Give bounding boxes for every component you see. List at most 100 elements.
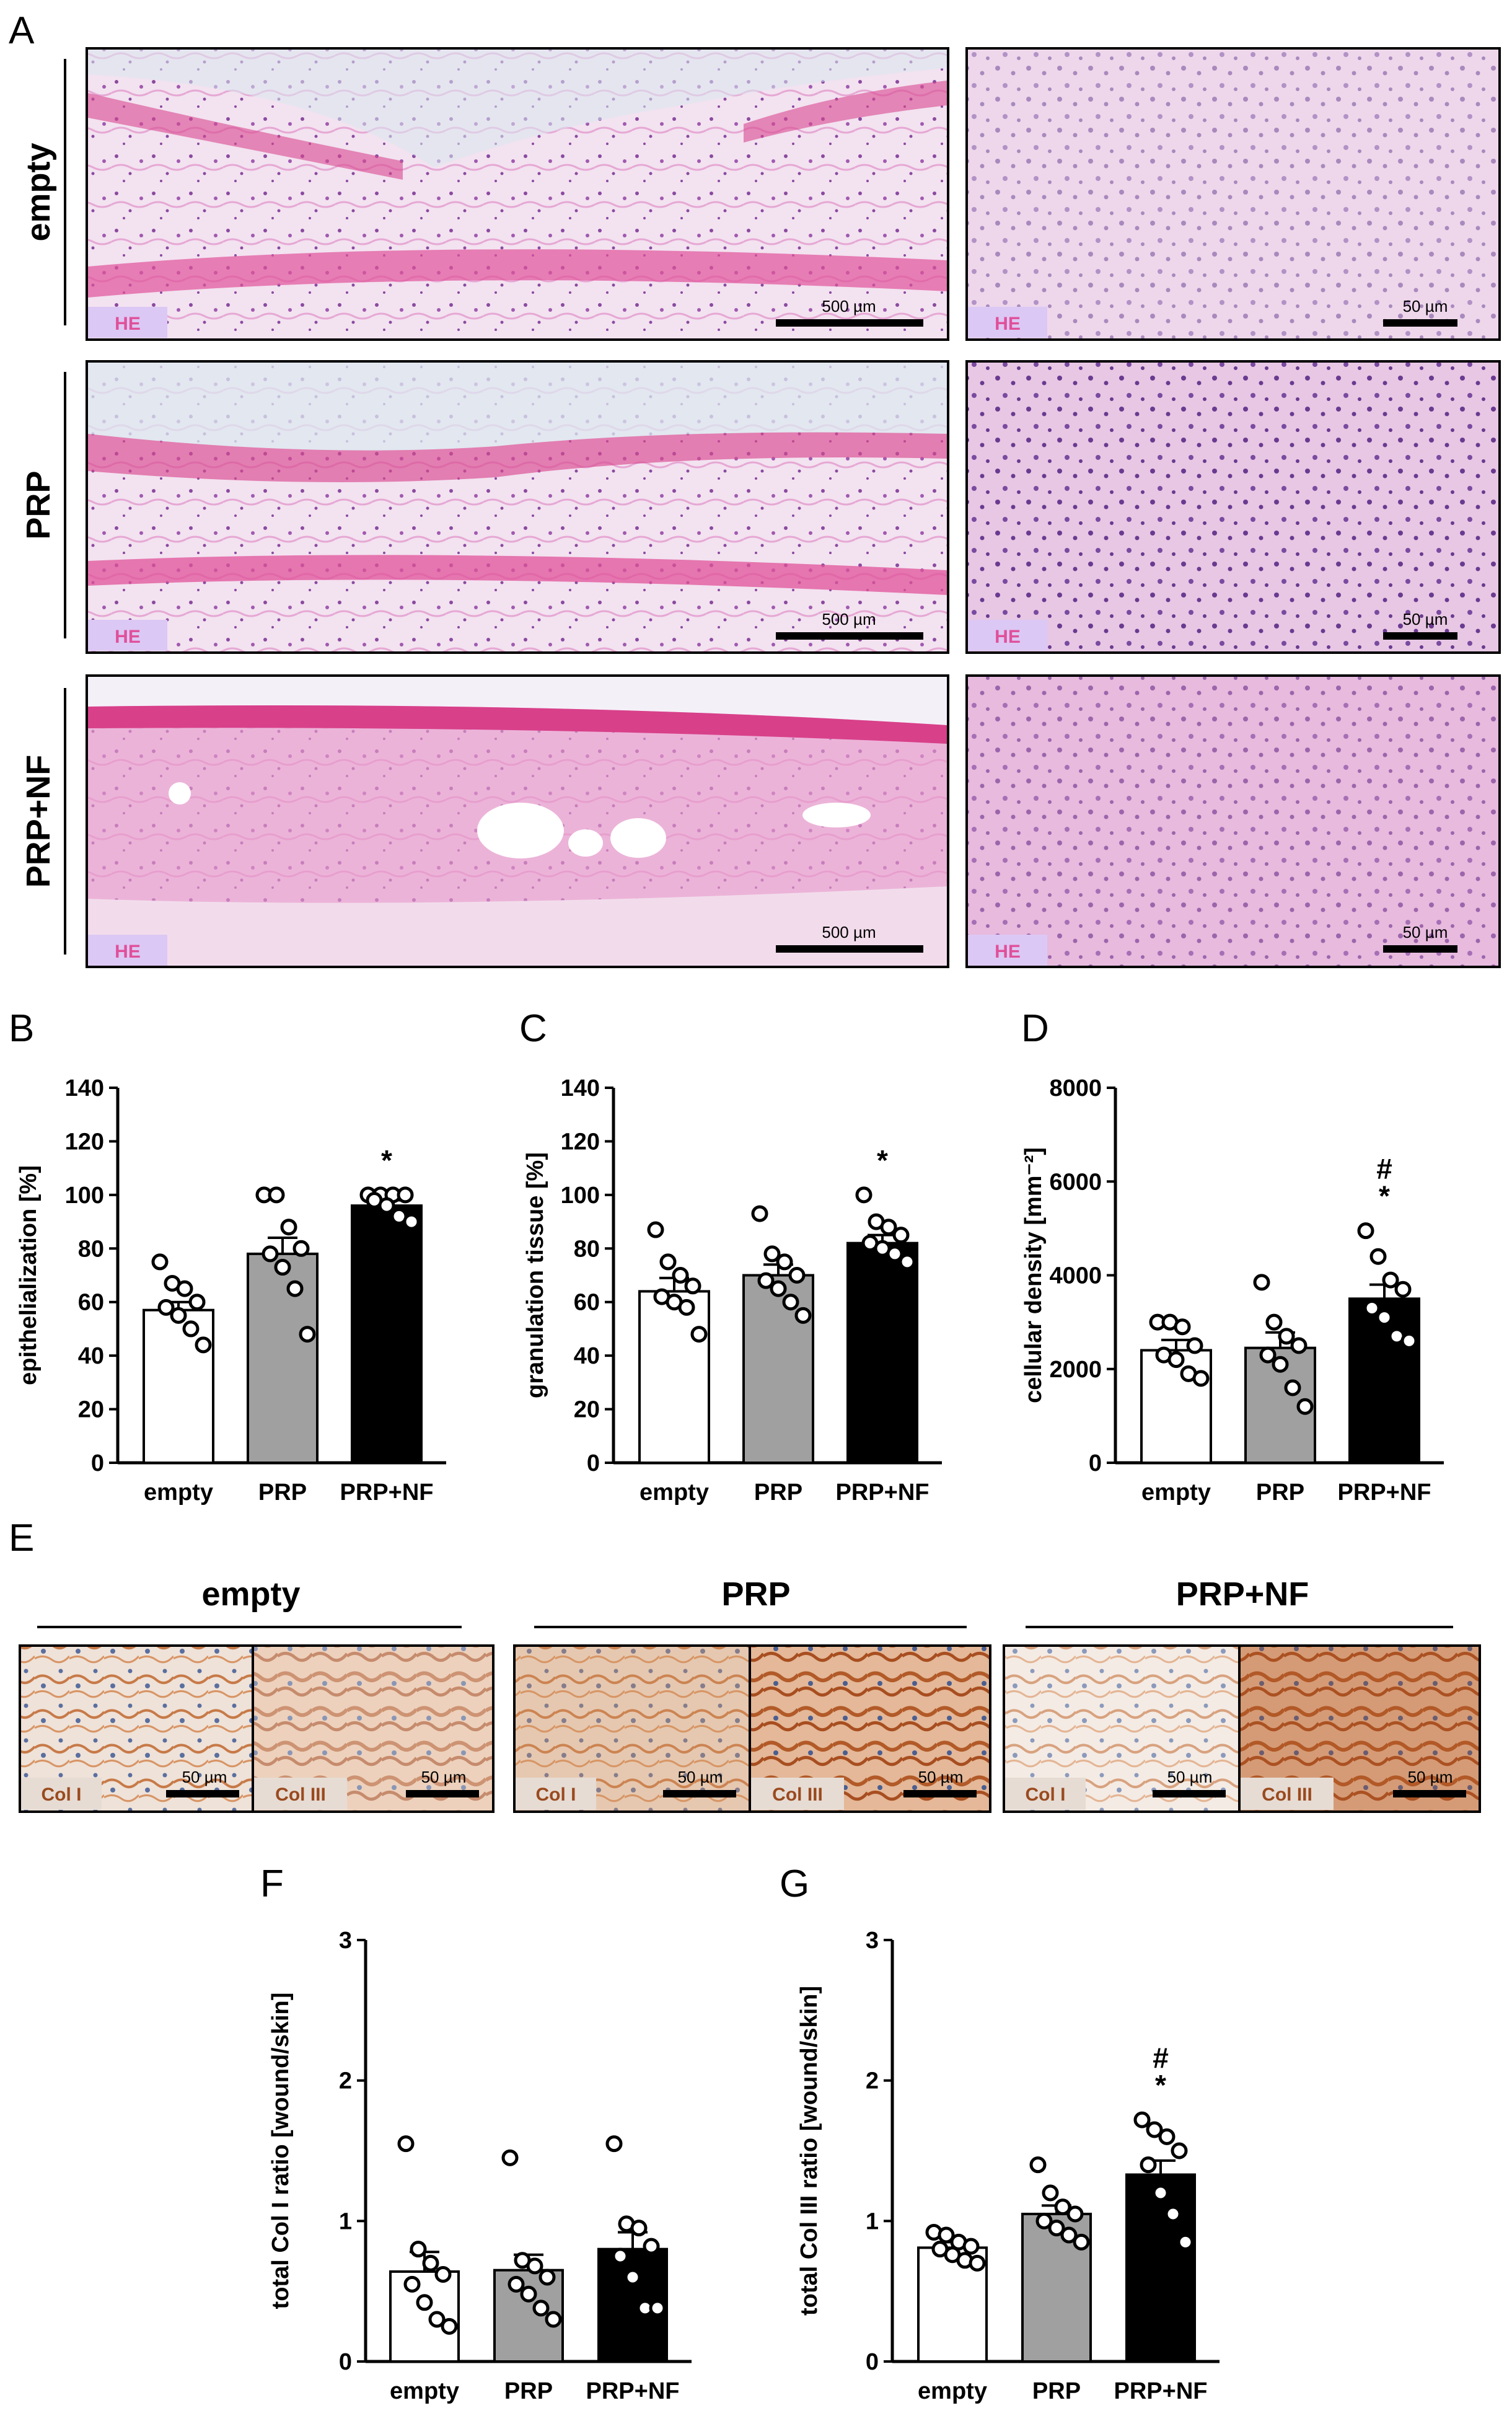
data-point [274, 1259, 291, 1276]
y-tick-label: 20 [78, 1397, 104, 1423]
data-point [1382, 1271, 1399, 1289]
data-point [1369, 1248, 1387, 1265]
group-label-empty: empty [201, 1576, 300, 1613]
data-point [649, 2300, 666, 2317]
x-tick-label: PRP [1256, 1480, 1304, 1506]
stain-label-col-iii: Col III [772, 1784, 823, 1805]
x-tick-label: PRP+NF [586, 2378, 680, 2404]
data-point [428, 2311, 446, 2328]
y-tick-label: 0 [1089, 1450, 1102, 1476]
stain-label-col-i: Col I [536, 1784, 576, 1805]
data-point [1029, 2156, 1047, 2174]
y-tick-label: 140 [65, 1075, 104, 1101]
data-point [1186, 1337, 1203, 1354]
data-point [292, 1240, 310, 1257]
data-point [508, 2275, 525, 2293]
stain-label-he: HE [115, 627, 141, 647]
scale-bar-label: 50 µm [918, 1768, 964, 1786]
stain-label-he: HE [115, 314, 141, 334]
y-tick-label: 40 [78, 1343, 104, 1369]
data-point [538, 2269, 556, 2286]
data-point [1146, 2121, 1163, 2138]
data-point [647, 1221, 664, 1238]
data-point [441, 2317, 458, 2335]
y-tick-label: 80 [78, 1236, 104, 1262]
y-tick-label: 120 [65, 1129, 104, 1155]
data-point [1284, 1379, 1301, 1396]
data-point [1400, 1332, 1418, 1349]
data-point [532, 2300, 550, 2317]
y-tick-label: 20 [574, 1397, 600, 1423]
stain-label-he: HE [995, 627, 1021, 647]
x-tick-label: empty [918, 2378, 987, 2404]
data-point [188, 1294, 206, 1311]
scale-bar [776, 319, 923, 327]
he-detail-prp: HE 50 µm [965, 360, 1501, 654]
scale-bar [1383, 632, 1457, 640]
scale-bar [1383, 945, 1457, 953]
data-point [280, 1219, 297, 1236]
scale-bar-label: 50 µm [1408, 1768, 1453, 1786]
data-point [1152, 2184, 1169, 2202]
data-point [501, 2149, 519, 2166]
data-point [763, 1245, 781, 1263]
data-point [1174, 1318, 1191, 1336]
data-point [416, 2294, 433, 2311]
y-tick-label: 3 [339, 1928, 352, 1954]
x-tick-label: PRP+NF [1114, 2378, 1208, 2404]
panel-letter: D [1021, 1007, 1049, 1050]
data-point [286, 1280, 304, 1297]
y-tick-label: 8000 [1049, 1075, 1102, 1101]
he-detail-prp-nf: HE 50 µm [965, 674, 1501, 968]
bar-empty [389, 2270, 460, 2363]
y-tick-label: 120 [561, 1129, 600, 1155]
bar-prp [742, 1274, 814, 1464]
y-axis-label: cellular density [mm⁻²] [1021, 1147, 1047, 1403]
data-point [757, 1272, 775, 1289]
data-point [605, 2135, 623, 2153]
y-axis-label: granulation tissue [%] [522, 1152, 548, 1398]
group-label-prp: PRP [721, 1576, 790, 1613]
scale-bar [663, 1790, 736, 1797]
data-point [1042, 2184, 1059, 2202]
y-tick-label: 40 [574, 1343, 600, 1369]
data-point [1164, 2205, 1182, 2223]
x-tick-label: PRP+NF [1338, 1480, 1431, 1506]
bar-prp-nf [1125, 2173, 1196, 2363]
data-point [612, 2247, 629, 2265]
data-point [1171, 2142, 1188, 2159]
data-point [378, 1197, 395, 1214]
scale-bar [903, 1790, 977, 1797]
x-tick-label: PRP [258, 1480, 307, 1506]
data-point [170, 1307, 187, 1324]
y-tick-label: 1 [339, 2208, 352, 2234]
x-tick-label: empty [640, 1480, 709, 1506]
data-point [643, 2238, 660, 2255]
x-tick-label: empty [144, 1480, 213, 1506]
x-tick-label: PRP+NF [340, 1480, 434, 1506]
y-tick-label: 4000 [1049, 1263, 1102, 1289]
he-detail-empty: HE 50 µm [965, 47, 1501, 341]
data-point [855, 1186, 872, 1204]
data-point [1363, 1299, 1381, 1316]
he-overview-prp-nf: HE 500 µm [86, 674, 949, 968]
y-tick-label: 100 [561, 1183, 600, 1209]
scale-bar-label: 500 µm [822, 610, 876, 628]
scale-bar [166, 1790, 239, 1797]
data-point [1376, 1309, 1393, 1326]
y-axis-label: total Col I ratio [wound/skin] [268, 1993, 294, 2309]
x-tick-label: PRP [1032, 2378, 1081, 2404]
data-point [268, 1186, 285, 1204]
significance-marker: * [381, 1144, 392, 1176]
data-point [545, 2311, 562, 2328]
data-point [403, 1213, 420, 1230]
data-point [1192, 1370, 1210, 1387]
data-point [1265, 1313, 1283, 1331]
row-label-empty: empty [20, 143, 57, 241]
bar-prp-nf [1348, 1297, 1420, 1464]
data-point [624, 2269, 641, 2286]
y-tick-label: 0 [91, 1450, 104, 1476]
